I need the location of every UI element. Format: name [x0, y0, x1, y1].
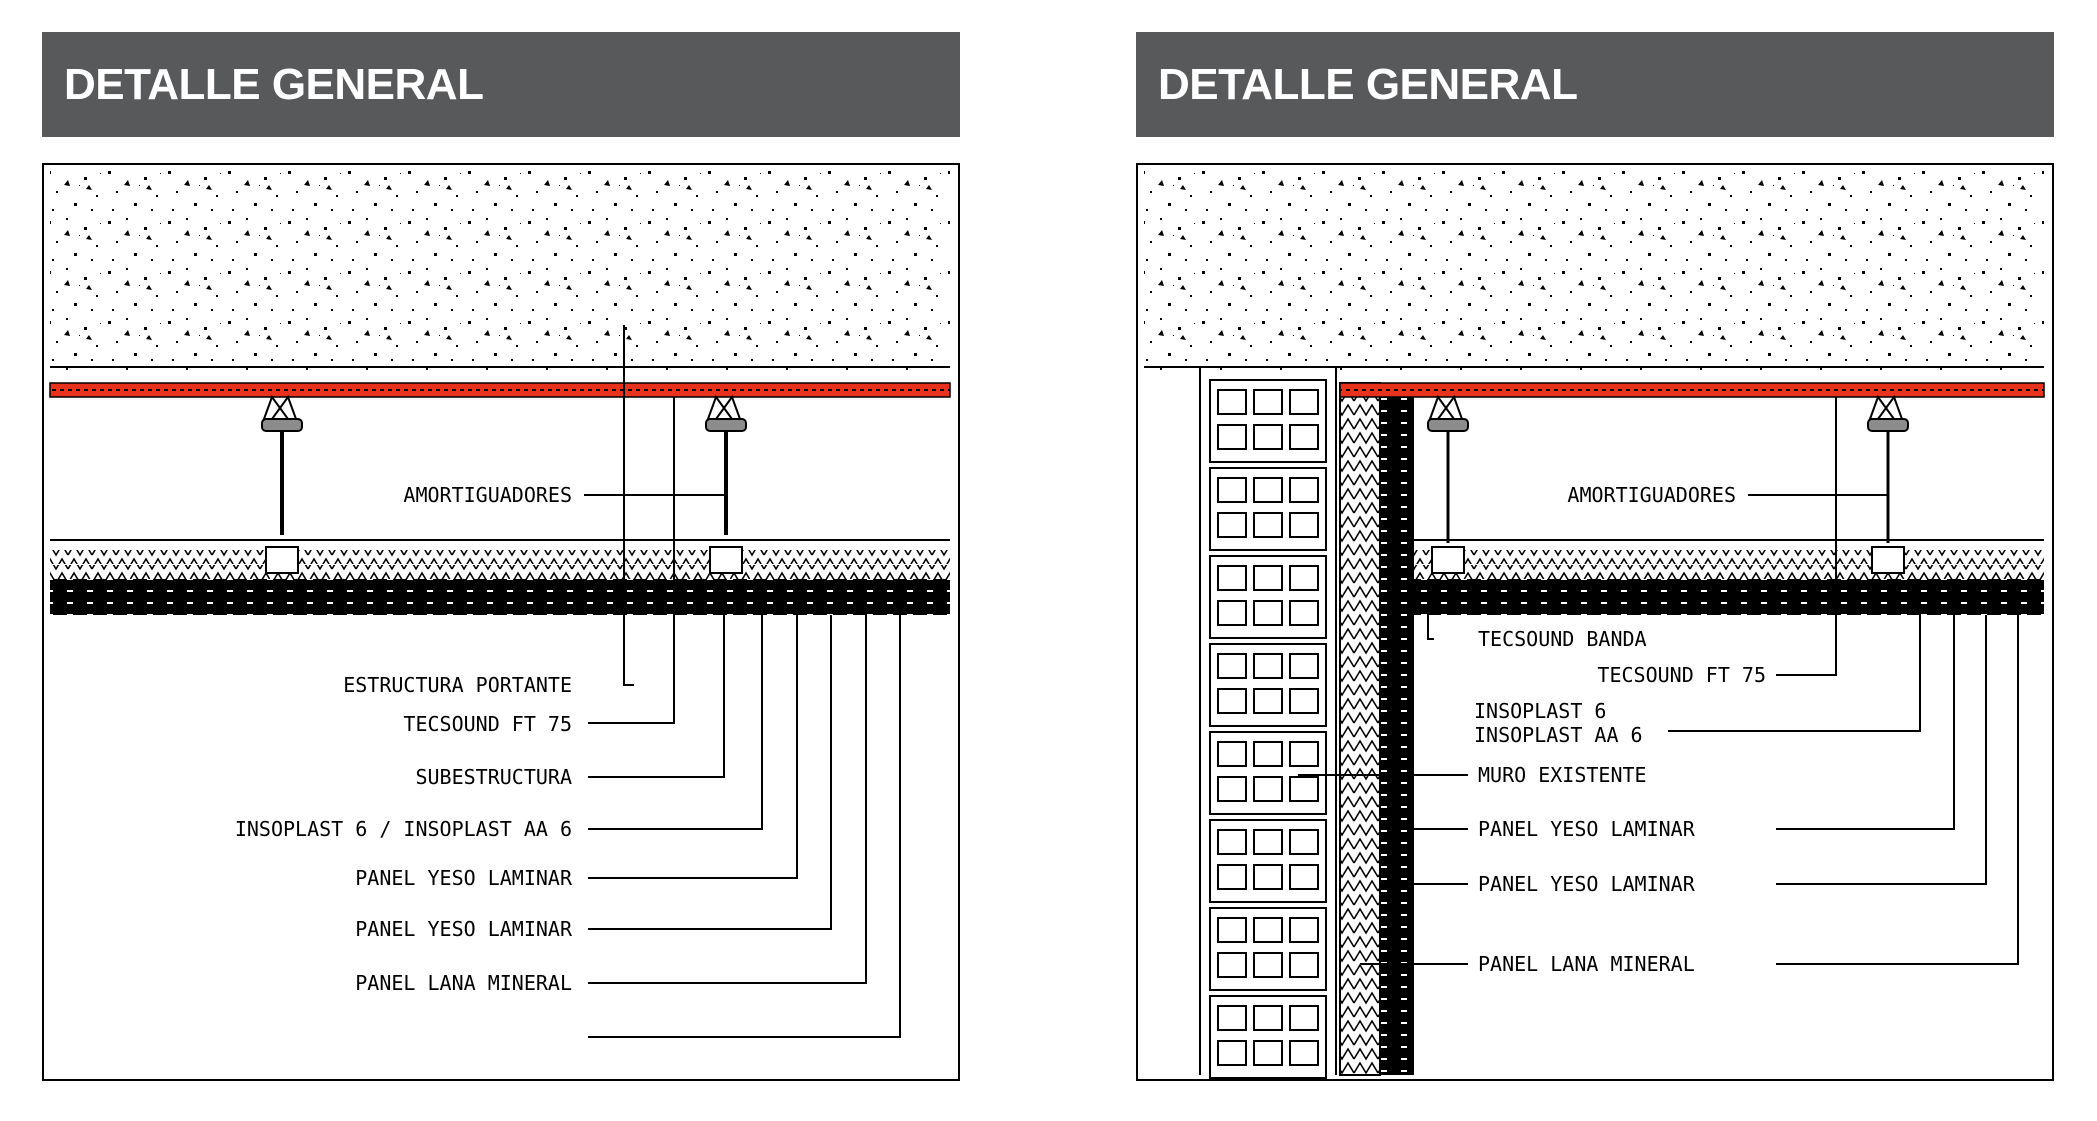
label-estructura-portante: ESTRUCTURA PORTANTE — [343, 673, 572, 697]
label-panel-lana: PANEL LANA MINERAL — [355, 971, 572, 995]
wall-plasterboard — [1380, 383, 1414, 1075]
left-panel-title-text: DETALLE GENERAL — [64, 59, 484, 109]
label-tecsound-ft75: TECSOUND FT 75 — [403, 712, 572, 736]
label-amortiguadores: AMORTIGUADORES — [403, 483, 572, 507]
wall-mineral-wool — [1339, 382, 1381, 1076]
ceiling-plasterboard — [1414, 579, 2044, 615]
label-insoplast-aa6: INSOPLAST AA 6 — [1474, 723, 1643, 747]
label-panel-yeso-1: PANEL YESO LAMINAR — [1478, 817, 1696, 841]
label-tecsound-ft75: TECSOUND FT 75 — [1597, 663, 1766, 687]
right-panel-title: DETALLE GENERAL — [1136, 32, 2054, 137]
damper-2 — [1867, 394, 1909, 543]
label-insoplast: INSOPLAST 6 / INSOPLAST AA 6 — [235, 817, 572, 841]
left-detail-svg: AMORTIGUADORES ESTRUCTURA PORTANTE TECSO… — [49, 171, 951, 1038]
concrete-slab — [1144, 171, 2044, 371]
plasterboard-layers — [50, 579, 950, 615]
damper-1 — [1427, 394, 1469, 543]
concrete-slab — [50, 171, 950, 371]
tecsound-membrane — [1339, 382, 2045, 398]
left-detail-drawing: AMORTIGUADORES ESTRUCTURA PORTANTE TECSO… — [42, 163, 960, 1081]
mineral-wool-layer — [50, 550, 950, 564]
damper-1 — [261, 394, 303, 535]
label-subestructura: SUBESTRUCTURA — [415, 765, 572, 789]
label-insoplast-6: INSOPLAST 6 — [1474, 699, 1606, 723]
label-amortiguadores: AMORTIGUADORES — [1567, 483, 1736, 507]
tecsound-membrane — [49, 382, 951, 398]
label-panel-lana: PANEL LANA MINERAL — [1478, 952, 1695, 976]
label-panel-yeso-2: PANEL YESO LAMINAR — [355, 917, 573, 941]
right-detail-svg: AMORTIGUADORES TECSOUND BANDA TECSOUND F… — [1144, 171, 2045, 1079]
label-tecsound-banda: TECSOUND BANDA — [1478, 627, 1647, 651]
left-panel-title: DETALLE GENERAL — [42, 32, 960, 137]
right-detail-drawing: AMORTIGUADORES TECSOUND BANDA TECSOUND F… — [1136, 163, 2054, 1081]
right-panel-title-text: DETALLE GENERAL — [1158, 59, 1578, 109]
existing-wall — [1199, 367, 1337, 1079]
damper-2 — [705, 394, 747, 535]
label-panel-yeso-2: PANEL YESO LAMINAR — [1478, 872, 1696, 896]
label-panel-yeso-1: PANEL YESO LAMINAR — [355, 866, 573, 890]
label-muro-existente: MURO EXISTENTE — [1478, 763, 1647, 787]
